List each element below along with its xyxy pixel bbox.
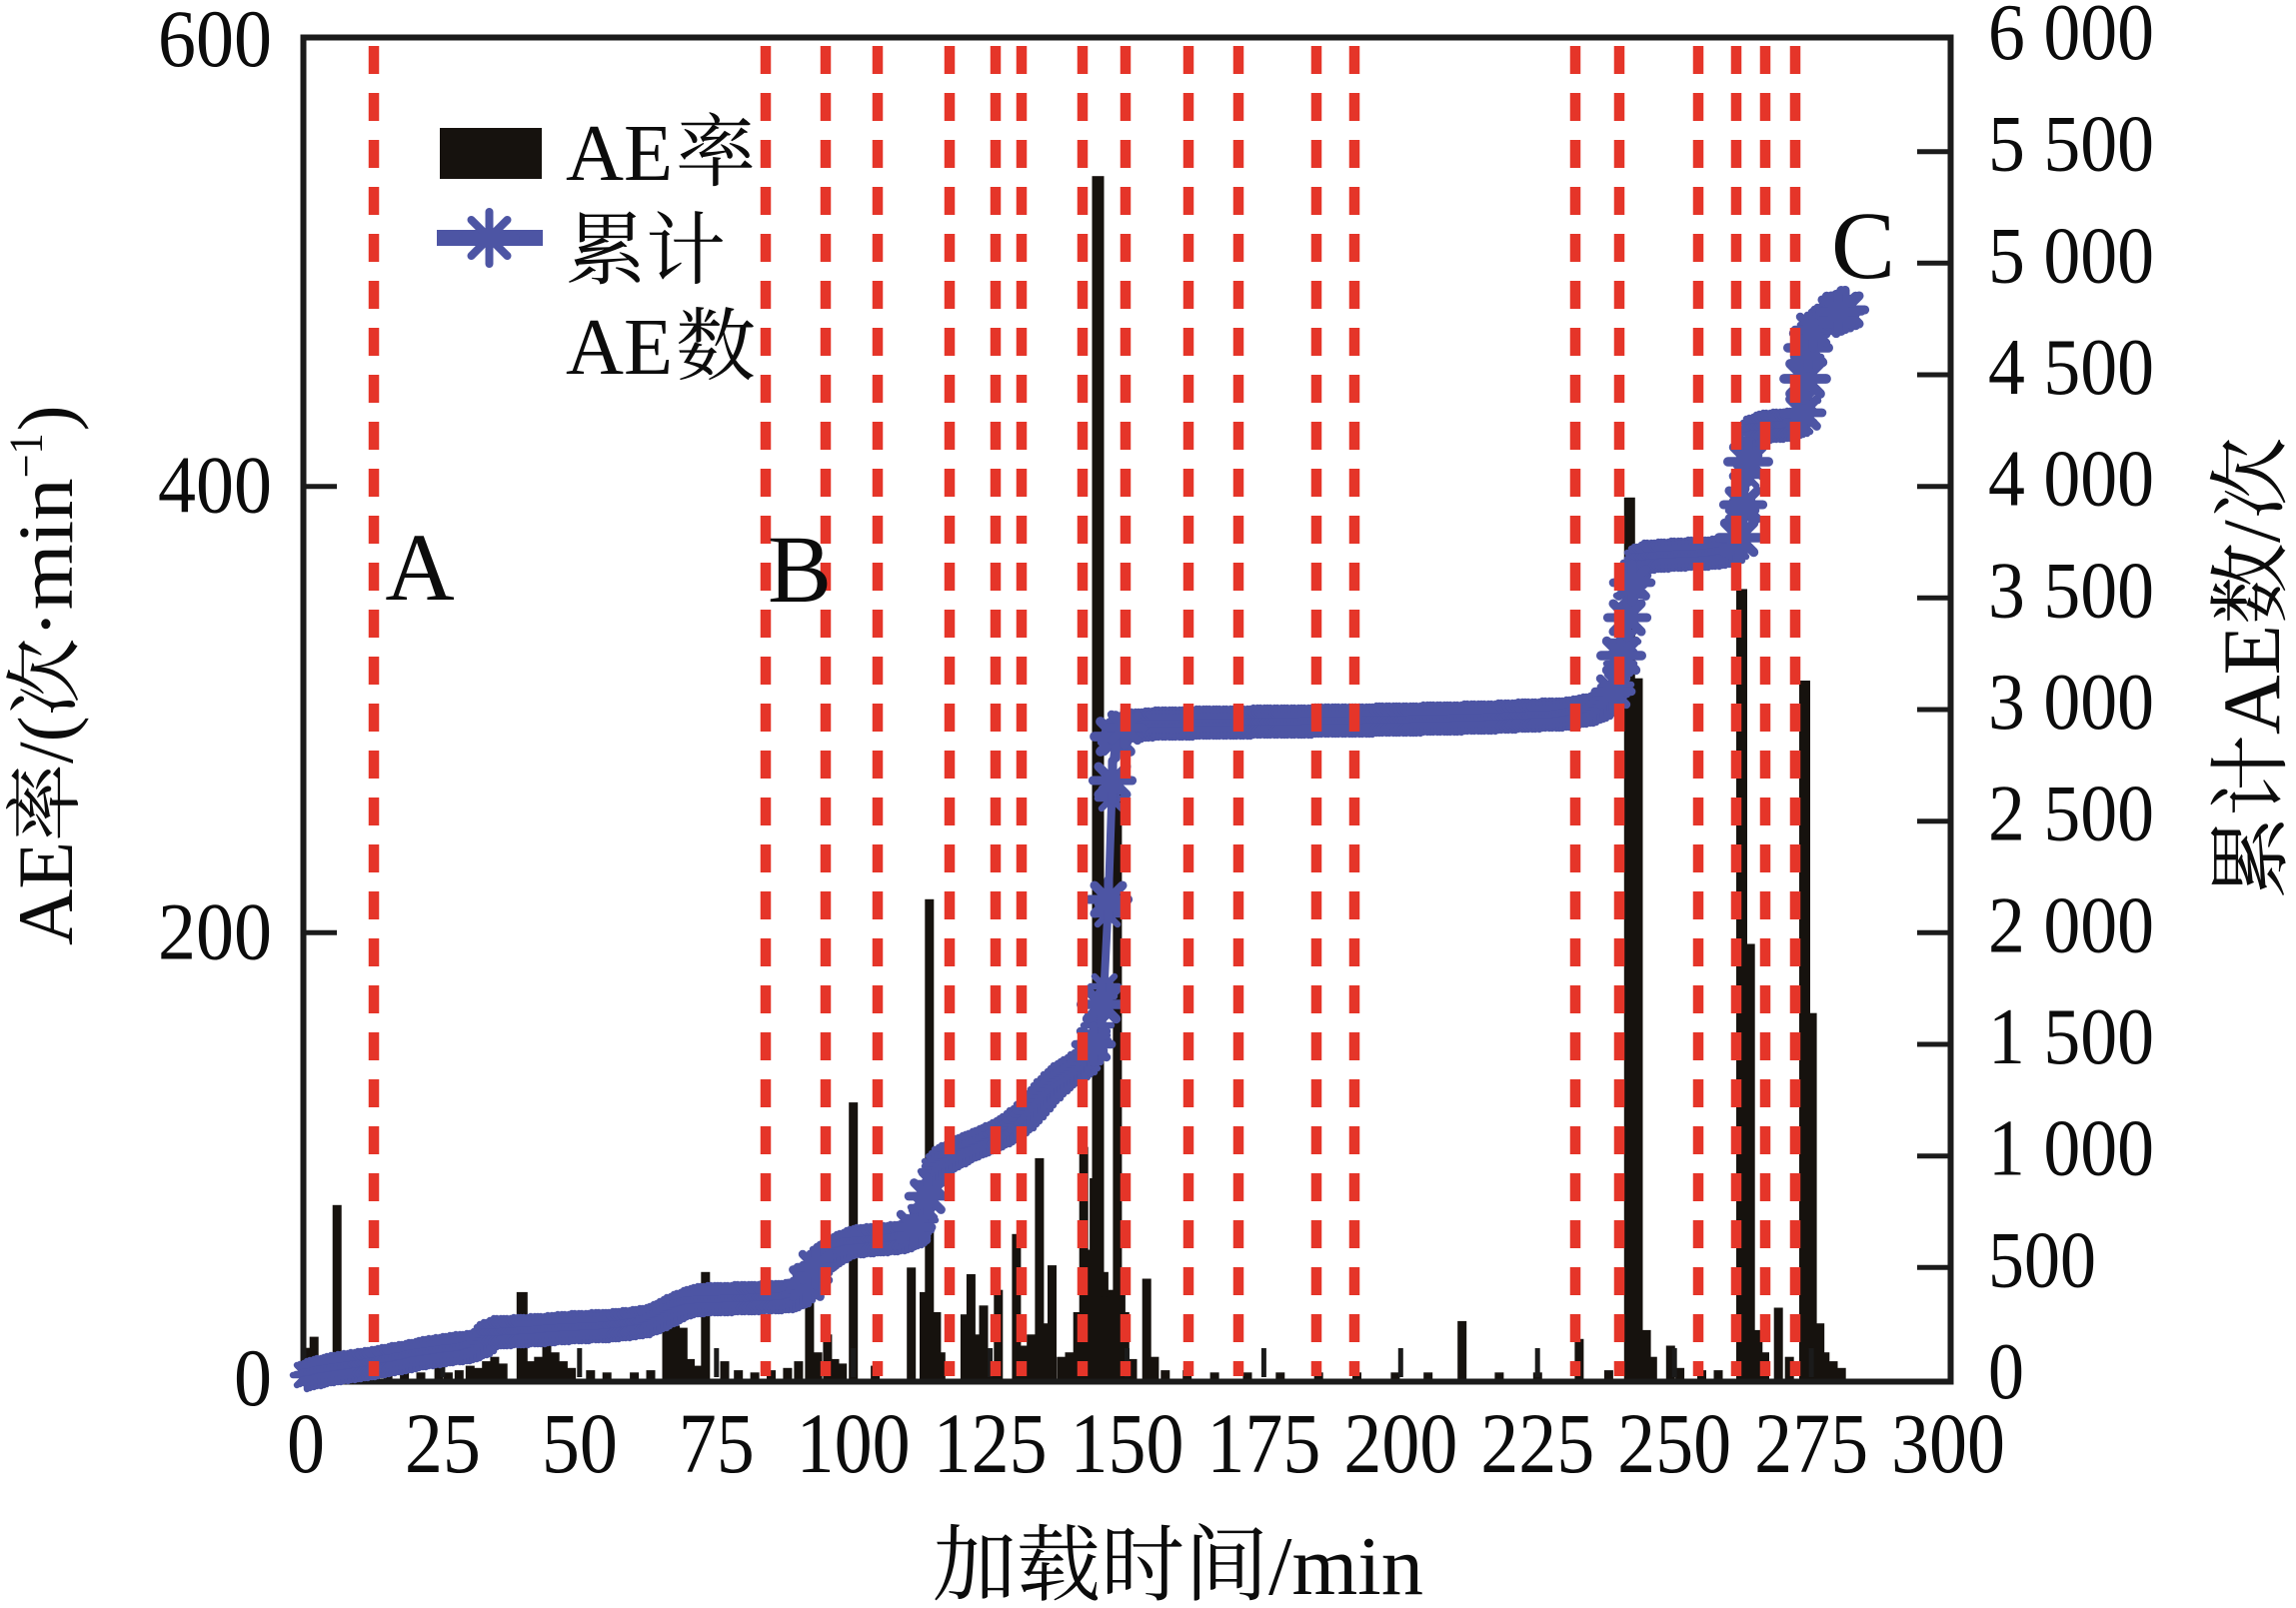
svg-text:150: 150: [1071, 1395, 1184, 1491]
svg-text:25: 25: [405, 1395, 481, 1491]
svg-text:AE: AE: [2206, 625, 2296, 735]
svg-text:4 000: 4 000: [1988, 436, 2154, 524]
svg-text:−1: −1: [0, 433, 53, 478]
svg-text:): ): [2, 405, 89, 431]
svg-text:/: /: [2206, 520, 2296, 543]
svg-text:275: 275: [1754, 1395, 1868, 1491]
svg-text:125: 125: [934, 1395, 1048, 1491]
svg-text:/(: /(: [2, 716, 89, 764]
svg-text:5 000: 5 000: [1988, 212, 2154, 300]
svg-text:75: 75: [679, 1395, 755, 1491]
svg-text:200: 200: [1343, 1395, 1457, 1491]
svg-text:3 000: 3 000: [1988, 659, 2154, 747]
svg-text:600: 600: [158, 0, 272, 84]
svg-text:400: 400: [158, 440, 272, 531]
svg-text:500: 500: [1988, 1216, 2096, 1304]
svg-text:A: A: [385, 514, 454, 621]
svg-text:175: 175: [1206, 1395, 1320, 1491]
svg-text:·min: ·min: [2, 478, 89, 638]
svg-text:/min: /min: [1268, 1520, 1423, 1608]
svg-text:2 000: 2 000: [1988, 881, 2154, 969]
svg-text:225: 225: [1480, 1395, 1594, 1491]
svg-text:250: 250: [1617, 1395, 1731, 1491]
svg-text:B: B: [768, 516, 832, 623]
svg-text:AE: AE: [2, 841, 89, 945]
svg-text:200: 200: [158, 885, 272, 976]
svg-text:6 000: 6 000: [1988, 0, 2154, 77]
svg-text:300: 300: [1891, 1395, 2005, 1491]
svg-text:0: 0: [1988, 1328, 2024, 1416]
svg-text:C: C: [1831, 192, 1895, 299]
svg-text:100: 100: [797, 1395, 911, 1491]
svg-text:AE: AE: [566, 304, 673, 392]
svg-text:0: 0: [287, 1395, 325, 1491]
svg-text:AE: AE: [566, 110, 673, 198]
svg-text:0: 0: [234, 1332, 272, 1423]
svg-text:5 500: 5 500: [1988, 101, 2154, 189]
svg-text:4 500: 4 500: [1988, 324, 2154, 412]
svg-text:1 500: 1 500: [1988, 993, 2154, 1081]
svg-text:1 000: 1 000: [1988, 1105, 2154, 1193]
svg-text:2 500: 2 500: [1988, 771, 2154, 858]
svg-text:50: 50: [542, 1395, 618, 1491]
svg-text:3 500: 3 500: [1988, 547, 2154, 635]
